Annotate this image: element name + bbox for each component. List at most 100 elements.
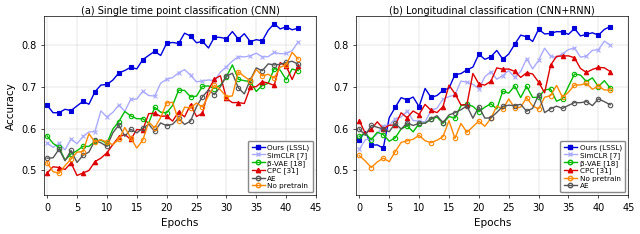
SimCLR [7] bbox=[211, 79, 218, 82]
β-VAE [18] bbox=[403, 124, 411, 127]
No pretrain bbox=[391, 150, 399, 153]
β-VAE [18] bbox=[391, 136, 399, 139]
β-VAE [18] bbox=[380, 133, 387, 136]
CPC [31] bbox=[428, 109, 435, 112]
X-axis label: Epochs: Epochs bbox=[474, 219, 511, 228]
No pretrain bbox=[499, 108, 507, 111]
SimCLR [7] bbox=[355, 148, 363, 151]
AE bbox=[91, 139, 99, 142]
AE bbox=[234, 87, 242, 89]
SimCLR [7] bbox=[421, 121, 429, 123]
SimCLR [7] bbox=[133, 98, 141, 100]
SimCLR [7] bbox=[252, 52, 260, 55]
AE bbox=[163, 124, 170, 127]
Ours (LSSL) bbox=[403, 99, 411, 101]
β-VAE [18] bbox=[79, 145, 87, 148]
β-VAE [18] bbox=[499, 90, 507, 93]
Ours (LSSL) bbox=[439, 89, 447, 92]
SimCLR [7] bbox=[535, 59, 543, 62]
No pretrain bbox=[367, 166, 375, 169]
Ours (LSSL) bbox=[421, 87, 429, 90]
CPC [31] bbox=[403, 116, 411, 119]
CPC [31] bbox=[487, 80, 495, 83]
AE bbox=[391, 122, 399, 125]
No pretrain bbox=[103, 141, 111, 144]
β-VAE [18] bbox=[294, 69, 302, 72]
CPC [31] bbox=[103, 151, 111, 154]
CPC [31] bbox=[541, 91, 548, 94]
SimCLR [7] bbox=[469, 83, 477, 86]
No pretrain bbox=[187, 106, 195, 109]
SimCLR [7] bbox=[151, 95, 159, 98]
AE bbox=[79, 154, 87, 157]
CPC [31] bbox=[193, 115, 200, 118]
CPC [31] bbox=[127, 138, 134, 141]
AE bbox=[463, 104, 471, 107]
SimCLR [7] bbox=[433, 107, 441, 110]
CPC [31] bbox=[139, 129, 147, 132]
β-VAE [18] bbox=[187, 95, 195, 98]
Ours (LSSL) bbox=[49, 111, 57, 114]
Ours (LSSL) bbox=[234, 38, 242, 40]
β-VAE [18] bbox=[355, 135, 363, 138]
No pretrain bbox=[193, 102, 200, 104]
No pretrain bbox=[67, 158, 75, 161]
Ours (LSSL) bbox=[511, 43, 518, 46]
CPC [31] bbox=[252, 85, 260, 88]
No pretrain bbox=[409, 138, 417, 141]
AE bbox=[373, 126, 381, 129]
β-VAE [18] bbox=[241, 79, 248, 82]
CPC [31] bbox=[571, 56, 579, 59]
AE bbox=[270, 64, 278, 66]
CPC [31] bbox=[457, 104, 465, 106]
SimCLR [7] bbox=[451, 93, 459, 96]
CPC [31] bbox=[595, 66, 602, 69]
No pretrain bbox=[109, 143, 116, 146]
CPC [31] bbox=[180, 115, 188, 118]
CPC [31] bbox=[505, 68, 513, 70]
AE bbox=[73, 161, 81, 164]
Ours (LSSL) bbox=[517, 34, 525, 37]
SimCLR [7] bbox=[169, 76, 177, 79]
SimCLR [7] bbox=[541, 47, 548, 50]
CPC [31] bbox=[198, 112, 206, 115]
Ours (LSSL) bbox=[282, 25, 290, 28]
No pretrain bbox=[571, 84, 579, 86]
β-VAE [18] bbox=[493, 107, 500, 110]
Ours (LSSL) bbox=[288, 28, 296, 31]
No pretrain bbox=[49, 170, 57, 173]
No pretrain bbox=[211, 84, 218, 87]
AE bbox=[475, 105, 483, 108]
SimCLR [7] bbox=[49, 146, 57, 149]
β-VAE [18] bbox=[91, 140, 99, 143]
No pretrain bbox=[373, 161, 381, 163]
SimCLR [7] bbox=[607, 44, 614, 47]
β-VAE [18] bbox=[595, 85, 602, 88]
SimCLR [7] bbox=[109, 111, 116, 114]
No pretrain bbox=[559, 96, 566, 99]
CPC [31] bbox=[607, 70, 614, 73]
Ours (LSSL) bbox=[481, 58, 489, 61]
β-VAE [18] bbox=[463, 103, 471, 106]
AE bbox=[44, 157, 51, 160]
AE bbox=[397, 128, 405, 131]
Legend: Ours (LSSL), SimCLR [7], β-VAE [18], CPC [31], No pretrain, AE: Ours (LSSL), SimCLR [7], β-VAE [18], CPC… bbox=[560, 141, 625, 192]
AE bbox=[600, 100, 608, 103]
AE bbox=[505, 104, 513, 107]
SimCLR [7] bbox=[511, 76, 518, 79]
Ours (LSSL) bbox=[589, 31, 596, 34]
CPC [31] bbox=[276, 61, 284, 64]
SimCLR [7] bbox=[564, 48, 572, 51]
CPC [31] bbox=[362, 132, 369, 135]
AE bbox=[169, 123, 177, 126]
β-VAE [18] bbox=[439, 122, 447, 125]
No pretrain bbox=[252, 68, 260, 71]
AE bbox=[380, 128, 387, 130]
Ours (LSSL) bbox=[595, 34, 602, 37]
CPC [31] bbox=[169, 120, 177, 122]
Line: β-VAE [18]: β-VAE [18] bbox=[357, 72, 612, 143]
SimCLR [7] bbox=[380, 124, 387, 127]
No pretrain bbox=[55, 172, 63, 175]
SimCLR [7] bbox=[282, 52, 290, 55]
SimCLR [7] bbox=[193, 80, 200, 83]
